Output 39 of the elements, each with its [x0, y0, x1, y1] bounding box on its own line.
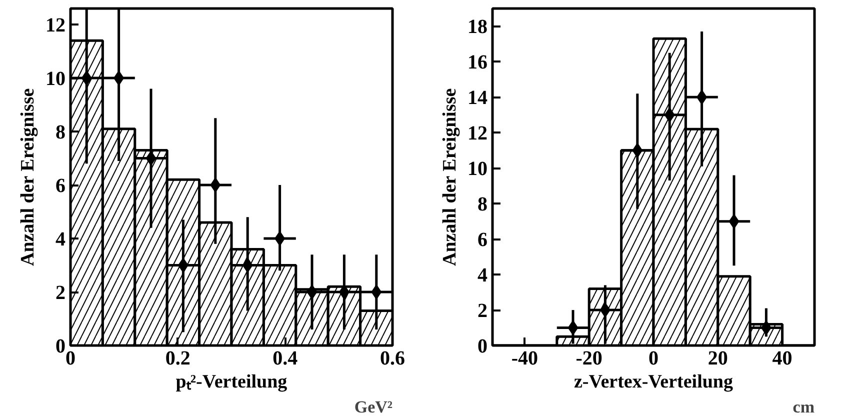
point — [728, 214, 740, 229]
y-tick-label: 12 — [468, 122, 488, 145]
point — [210, 178, 221, 193]
x-tick-label: 0 — [648, 348, 658, 370]
x-tick-label: 0.2 — [165, 348, 190, 370]
y-tick-label: 14 — [468, 87, 488, 110]
y-tick-label: 2 — [56, 282, 66, 304]
point — [568, 320, 578, 336]
text: cm — [792, 398, 815, 416]
x-tick-label: 0.4 — [272, 348, 298, 370]
y-tick-label: 8 — [56, 122, 66, 144]
y-tick-label: 4 — [56, 228, 66, 251]
y-tick-label: 18 — [468, 16, 488, 38]
point — [81, 70, 92, 86]
y-tick-label: 6 — [56, 175, 66, 198]
x-axis-title: z-Vertex-Verteilung — [574, 372, 734, 392]
point — [664, 107, 675, 122]
x-tick-label: 40 — [772, 348, 792, 370]
y-tick-label: 6 — [478, 229, 488, 252]
y-tick-label: 8 — [478, 194, 488, 216]
x-tick-label: -20 — [576, 348, 602, 370]
x-tick-label: -40 — [511, 348, 538, 370]
y-tick-label: 10 — [468, 158, 488, 180]
text: GeV² — [354, 398, 393, 416]
point — [632, 142, 643, 158]
x-axis-title: pₜ²-Verteilung — [176, 372, 288, 392]
x-tick-label: 0.6 — [380, 348, 405, 370]
y-tick-label: 16 — [468, 52, 488, 74]
y-tick-label: 12 — [46, 14, 66, 37]
point — [146, 150, 156, 166]
y-tick-label: 10 — [46, 68, 66, 90]
point — [306, 284, 318, 300]
y-axis-title: Anzahl der Ereignisse — [18, 88, 38, 266]
x-tick-label: 20 — [708, 348, 728, 370]
point — [371, 284, 382, 300]
y-axis-title: Anzahl der Ereignisse — [440, 88, 460, 266]
y-tick-label: 2 — [478, 300, 488, 322]
point — [242, 258, 253, 273]
y-tick-label: 4 — [478, 264, 488, 287]
